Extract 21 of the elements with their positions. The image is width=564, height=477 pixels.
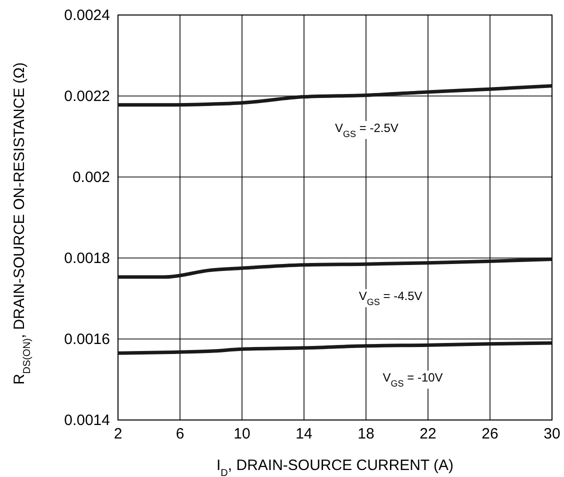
y-tick-label: 0.0014 [64, 412, 110, 429]
x-tick-label: 2 [114, 426, 122, 443]
x-tick-label: 14 [296, 426, 312, 443]
x-tick-label: 26 [482, 426, 498, 443]
line-series [116, 84, 554, 107]
y-tick-label: 0.0022 [64, 88, 110, 105]
x-tick-label: 6 [176, 426, 184, 443]
line-series [116, 341, 554, 355]
y-tick-label: 0.0016 [64, 330, 110, 348]
x-tick-label: 22 [420, 426, 436, 443]
y-tick-label: 0.0024 [64, 6, 110, 24]
annotation: V$_{GS}$ = -2.5V [335, 121, 398, 139]
y-tick-label: 0.002 [72, 168, 110, 186]
x-axis-title: I$_{D}$, DRAIN-SOURCE CURRENT (A) [216, 457, 454, 477]
annotation: V$_{GS}$ = -10V [382, 370, 443, 389]
x-tick-label: 10 [234, 426, 250, 443]
x-tick-label: 18 [358, 426, 374, 443]
line-series [116, 257, 554, 279]
x-tick-label: 30 [544, 426, 560, 443]
annotation: V$_{GS}$ = -4.5V [358, 289, 422, 308]
y-tick-label: 0.0018 [64, 250, 110, 267]
